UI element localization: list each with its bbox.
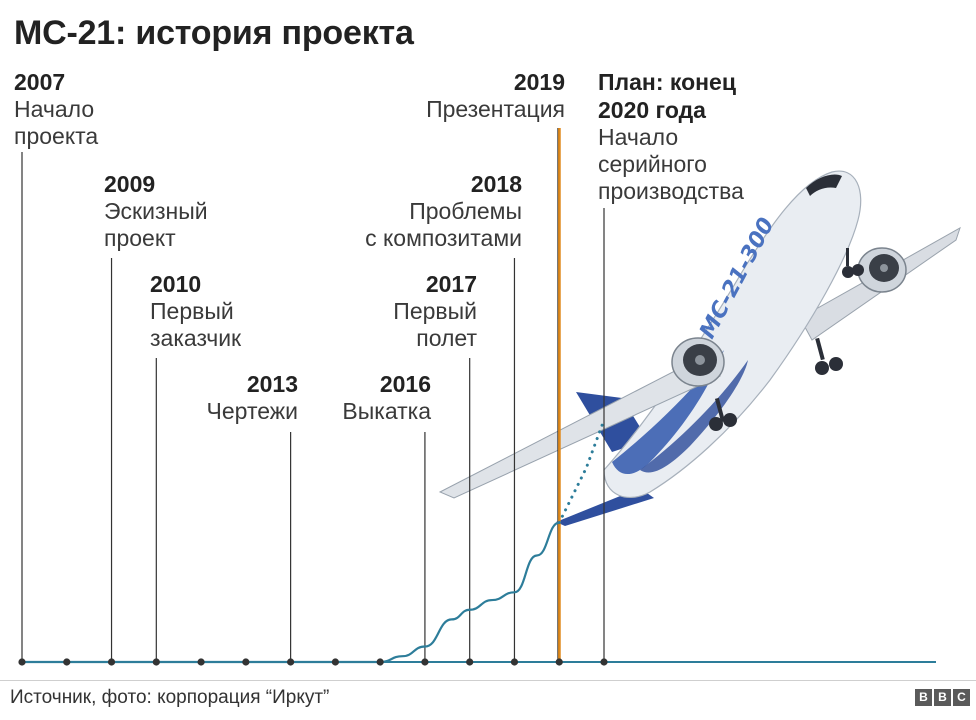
milestone-year: 2007 [14,69,66,95]
milestone-2017: 2017 Первый полет [393,270,477,352]
milestone-2009: 2009 Эскизный проект [104,170,208,252]
axis-dot-2018 [510,658,519,666]
milestone-label: Эскизный проект [104,198,208,251]
axis-dot-2017 [466,658,474,666]
axis-dot-2016 [421,658,429,666]
milestone-label: Первый полет [393,298,477,351]
milestone-year: 2009 [104,171,156,197]
milestone-2007: 2007 Начало проекта [14,68,98,150]
axis-dot-2012 [242,658,250,666]
milestone-2013: 2013 Чертежи [207,370,298,425]
airplane-engine-near [671,337,725,387]
bbc-logo-letter: B [934,689,951,706]
milestone-label: Проблемы с композитами [365,198,522,251]
airplane-engine-far [857,247,907,293]
axis-dot-2007 [18,658,26,666]
airplane-cockpit [806,174,842,196]
axis-dot-2019 [555,658,563,666]
timeline-chart: MC-21-300 [18,128,961,666]
airplane-livery [612,350,724,475]
milestone-year: 2019 [513,69,565,95]
milestone-label: Выкатка [342,398,431,424]
timeline-axis [18,658,936,666]
milestone-label: Первый заказчик [150,298,242,351]
axis-dot-2008 [63,658,71,666]
milestone-label: Презентация [426,96,565,122]
milestone-year: 2010 [150,271,202,297]
milestone-year: 2013 [246,371,298,397]
source-note: Источник, фото: корпорация “Иркут” [10,687,330,708]
milestone-year: 2016 [379,371,431,397]
progress-line-planned [557,418,606,525]
milestone-plan-2020: План: конец 2020 года Начало серийного п… [598,68,744,205]
airplane-illustration: MC-21-300 [438,170,961,526]
milestone-2018: 2018 Проблемы с композитами [365,170,522,252]
milestone-year: 2017 [425,271,477,297]
axis-dot-2010 [152,658,160,666]
axis-dot-2013 [287,658,295,666]
milestone-year: План: конец 2020 года [598,69,736,123]
axis-dot-2014 [331,658,339,666]
axis-dot-2011 [197,658,205,666]
axis-dot-2020 [600,658,608,666]
milestone-label: Чертежи [206,398,298,424]
milestone-2010: 2010 Первый заказчик [150,270,241,352]
footer-divider [0,680,976,681]
axis-dot-2009 [107,658,116,666]
page-title: МС-21: история проекта [14,14,414,52]
milestone-2019: 2019 Презентация [426,68,565,123]
milestone-ticks [21,128,605,662]
bbc-logo: B B C [915,689,970,706]
bbc-logo-letter: C [953,689,970,706]
milestone-label: Начало серийного производства [598,124,744,204]
axis-dot-2015 [376,658,384,666]
bbc-logo-letter: B [915,689,932,706]
milestone-label: Начало проекта [14,96,99,149]
milestone-2016: 2016 Выкатка [342,370,431,425]
milestone-year: 2018 [470,171,522,197]
airplane-landing-gear [709,248,864,431]
